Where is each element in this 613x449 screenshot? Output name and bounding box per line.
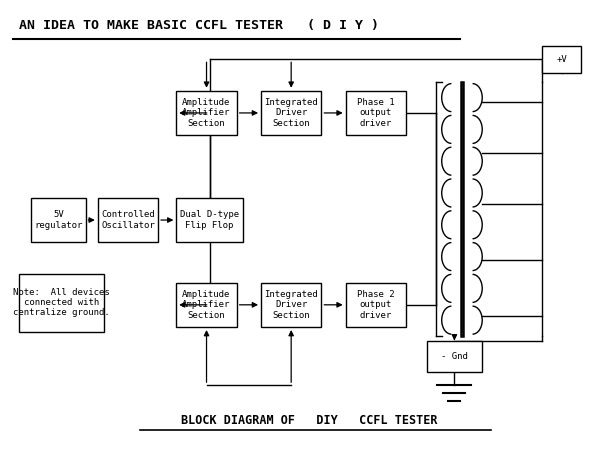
FancyBboxPatch shape — [177, 282, 237, 327]
FancyBboxPatch shape — [177, 91, 237, 135]
FancyBboxPatch shape — [19, 273, 104, 332]
Text: Controlled
Oscillator: Controlled Oscillator — [101, 210, 155, 230]
Text: Dual D-type
Flip Flop: Dual D-type Flip Flop — [180, 210, 239, 230]
Text: +V: +V — [557, 55, 567, 64]
Text: - Gnd: - Gnd — [441, 352, 468, 361]
Text: Phase 2
output
driver: Phase 2 output driver — [357, 290, 395, 320]
FancyBboxPatch shape — [346, 91, 406, 135]
Text: AN IDEA TO MAKE BASIC CCFL TESTER   ( D I Y ): AN IDEA TO MAKE BASIC CCFL TESTER ( D I … — [19, 19, 379, 32]
FancyBboxPatch shape — [542, 46, 581, 73]
Text: Phase 1
output
driver: Phase 1 output driver — [357, 98, 395, 128]
Text: Amplitude
Amplifier
Section: Amplitude Amplifier Section — [182, 290, 230, 320]
FancyBboxPatch shape — [177, 198, 243, 242]
Text: BLOCK DIAGRAM OF   DIY   CCFL TESTER: BLOCK DIAGRAM OF DIY CCFL TESTER — [181, 414, 438, 427]
FancyBboxPatch shape — [31, 198, 86, 242]
FancyBboxPatch shape — [261, 282, 321, 327]
FancyBboxPatch shape — [261, 91, 321, 135]
FancyBboxPatch shape — [346, 282, 406, 327]
FancyBboxPatch shape — [97, 198, 158, 242]
FancyBboxPatch shape — [427, 340, 482, 372]
Text: Amplitude
Amplifier
Section: Amplitude Amplifier Section — [182, 98, 230, 128]
Text: Integrated
Driver
Section: Integrated Driver Section — [264, 290, 318, 320]
Text: Integrated
Driver
Section: Integrated Driver Section — [264, 98, 318, 128]
Text: 5V
regulator: 5V regulator — [34, 210, 83, 230]
Text: Note:  All devices
connected with
centralize ground.: Note: All devices connected with central… — [13, 288, 110, 317]
